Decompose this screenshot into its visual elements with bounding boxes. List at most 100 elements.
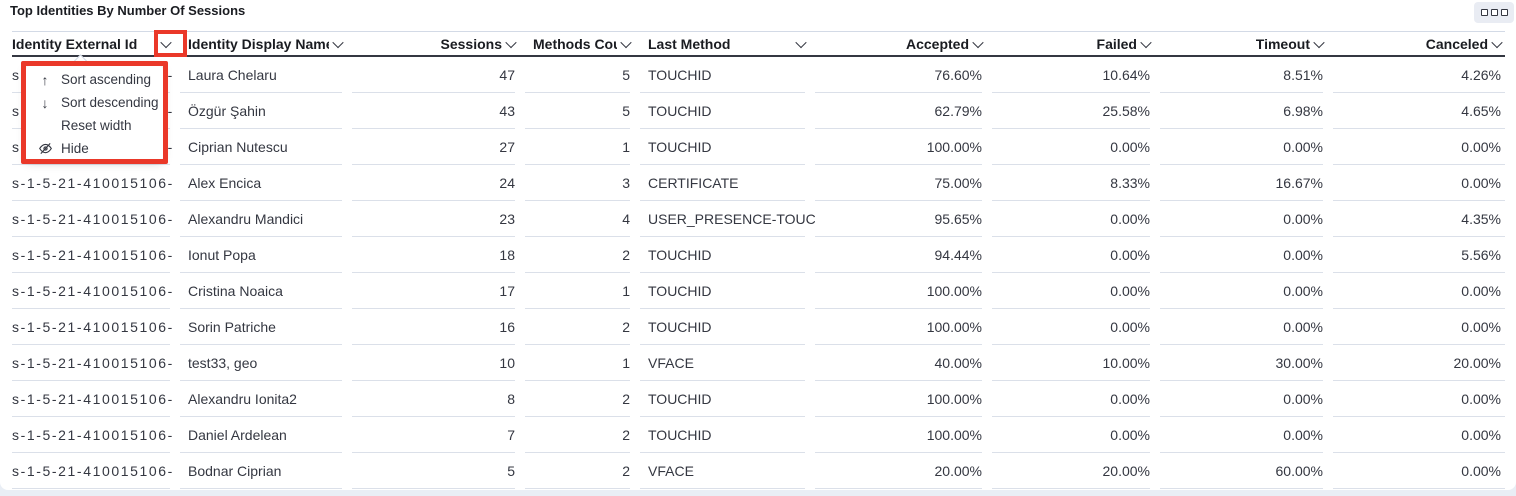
- cell: s-1-5-21-410015106-: [12, 237, 180, 273]
- cell: 76.60%: [815, 57, 992, 93]
- cell: 0.00%: [992, 417, 1160, 453]
- menu-item-sort-descending[interactable]: ↓ Sort descending: [26, 91, 163, 114]
- cell: Ionut Popa: [180, 237, 352, 273]
- cell: TOUCHID: [640, 273, 815, 309]
- chevron-down-icon[interactable]: [505, 36, 517, 48]
- table-row: s-1-5-21-410015106- Ionut Popa 18 2 TOUCHID 9…: [12, 237, 1505, 273]
- chevron-down-icon[interactable]: [1491, 36, 1503, 48]
- table-row: s-1-5-21-410015106- Alex Encica 24 3 CERTIFI…: [12, 165, 1505, 201]
- cell: Ciprian Nutescu: [180, 129, 352, 165]
- cell: 10: [352, 345, 525, 381]
- column-header-label: Last Method: [648, 35, 731, 52]
- cell: 7: [352, 417, 525, 453]
- cell: TOUCHID: [640, 237, 815, 273]
- column-header-label: Identity Display Name: [188, 35, 329, 52]
- boxes-horizontal-icon: [1480, 9, 1508, 16]
- column-header-failed[interactable]: Failed: [992, 36, 1160, 52]
- cell: 5: [525, 93, 640, 129]
- cell: 30.00%: [1160, 345, 1333, 381]
- column-header-canceled[interactable]: Canceled: [1333, 36, 1505, 52]
- cell: 4.35%: [1333, 201, 1505, 237]
- chevron-down-icon[interactable]: [795, 36, 807, 48]
- chevron-down-icon[interactable]: [972, 36, 984, 48]
- cell: 0.00%: [1333, 453, 1505, 489]
- menu-item-label: Hide: [61, 141, 89, 156]
- table-row: s-1-5-21-410015106- Alexandru Ionita2 8 2 TO…: [12, 381, 1505, 417]
- cell: 16: [352, 309, 525, 345]
- cell: 100.00%: [815, 417, 992, 453]
- cell: 62.79%: [815, 93, 992, 129]
- chevron-down-icon[interactable]: [1140, 36, 1152, 48]
- chevron-down-icon[interactable]: [332, 36, 344, 48]
- cell: Laura Chelaru: [180, 57, 352, 93]
- table-row: s-1-5-21-410015106-Özgür Şahin435TOUCHID…: [12, 93, 1505, 129]
- table-row: s-1-5-21-410015106- Cristina Noaica 17 1 TOU…: [12, 273, 1505, 309]
- cell: 20.00%: [1333, 345, 1505, 381]
- eye-closed-icon: [37, 141, 53, 156]
- cell: 0.00%: [1333, 309, 1505, 345]
- cell: 100.00%: [815, 129, 992, 165]
- cell: 0.00%: [1160, 129, 1333, 165]
- cell: TOUCHID: [640, 309, 815, 345]
- cell: 6.98%: [1160, 93, 1333, 129]
- table-row: s-1-5-21-410015106-Ciprian Nutescu271TOU…: [12, 129, 1505, 165]
- cell: 8.51%: [1160, 57, 1333, 93]
- cell: 0.00%: [1160, 381, 1333, 417]
- chevron-down-icon[interactable]: [1313, 36, 1325, 48]
- menu-item-label: Sort descending: [61, 95, 159, 110]
- cell: 20.00%: [815, 453, 992, 489]
- cell: 16.67%: [1160, 165, 1333, 201]
- column-header-identity-external-id[interactable]: Identity External Id: [12, 36, 180, 52]
- column-header-timeout[interactable]: Timeout: [1160, 36, 1333, 52]
- cell: 2: [525, 309, 640, 345]
- cell: 95.65%: [815, 201, 992, 237]
- cell: 2: [525, 417, 640, 453]
- sort-ascending-icon: ↑: [41, 71, 49, 88]
- menu-item-sort-ascending[interactable]: ↑ Sort ascending: [26, 68, 163, 91]
- cell: 1: [525, 129, 640, 165]
- cell: s-1-5-21-410015106-: [12, 165, 180, 201]
- column-header-label: Accepted: [905, 35, 969, 52]
- table-row: s-1-5-21-410015106- Bodnar Ciprian 5 2 VFACE…: [12, 453, 1505, 489]
- cell: TOUCHID: [640, 57, 815, 93]
- cell: test33, geo: [180, 345, 352, 381]
- cell: Bodnar Ciprian: [180, 453, 352, 489]
- column-header-accepted[interactable]: Accepted: [815, 36, 992, 52]
- cell: 0.00%: [1160, 201, 1333, 237]
- cell: 0.00%: [1160, 237, 1333, 273]
- cell: 0.00%: [1160, 417, 1333, 453]
- cell: s-1-5-21-410015106-: [12, 453, 180, 489]
- cell: 100.00%: [815, 273, 992, 309]
- cell: 100.00%: [815, 309, 992, 345]
- panel-options-button[interactable]: [1474, 2, 1514, 23]
- cell: 1: [525, 345, 640, 381]
- column-menu-popover: ↑ Sort ascending ↓ Sort descending Reset wid…: [26, 66, 163, 161]
- menu-item-hide[interactable]: Hide: [26, 137, 163, 160]
- chevron-down-icon[interactable]: [620, 36, 632, 48]
- page-title: Top Identities By Number Of Sessions: [10, 3, 246, 18]
- cell: TOUCHID: [640, 417, 815, 453]
- cell: 2: [525, 453, 640, 489]
- column-header-last-method[interactable]: Last Method: [640, 36, 815, 52]
- cell: 40.00%: [815, 345, 992, 381]
- menu-item-reset-width[interactable]: Reset width: [26, 114, 163, 137]
- cell: Alexandru Ionita2: [180, 381, 352, 417]
- cell: 8.33%: [992, 165, 1160, 201]
- column-header-label: Canceled: [1425, 35, 1488, 52]
- cell: s-1-5-21-410015106-: [12, 381, 180, 417]
- table-row: s-1-5-21-410015106-Laura Chelaru475TOUCH…: [12, 57, 1505, 93]
- cell: s-1-5-21-410015106-: [12, 201, 180, 237]
- cell: Sorin Patriche: [180, 309, 352, 345]
- column-header-methods-count[interactable]: Methods Count: [525, 36, 640, 52]
- cell: 10.64%: [992, 57, 1160, 93]
- cell: 0.00%: [1333, 417, 1505, 453]
- cell: 0.00%: [1333, 165, 1505, 201]
- cell: 60.00%: [1160, 453, 1333, 489]
- table-body: s-1-5-21-410015106-Laura Chelaru475TOUCH…: [12, 57, 1505, 489]
- cell: s-1-5-21-410015106-: [12, 345, 180, 381]
- cell: Alex Encica: [180, 165, 352, 201]
- column-header-identity-display-name[interactable]: Identity Display Name: [180, 36, 352, 52]
- cell: 2: [525, 381, 640, 417]
- cell: TOUCHID: [640, 129, 815, 165]
- column-header-sessions[interactable]: Sessions: [352, 36, 525, 52]
